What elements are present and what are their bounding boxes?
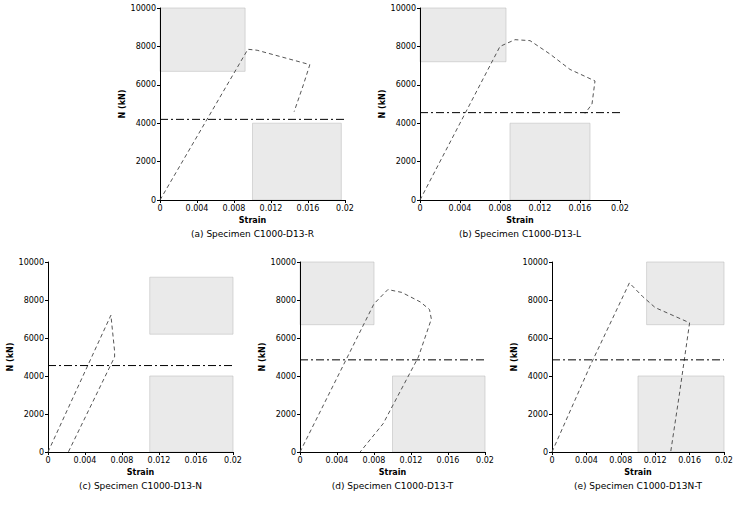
svg-text:0.02: 0.02 — [336, 204, 354, 213]
svg-text:8000: 8000 — [136, 42, 156, 51]
svg-text:0.02: 0.02 — [476, 456, 494, 465]
svg-text:0: 0 — [411, 196, 416, 205]
svg-text:0.02: 0.02 — [224, 456, 242, 465]
svg-text:4000: 4000 — [24, 372, 44, 381]
svg-text:Strain: Strain — [379, 468, 407, 477]
svg-text:0.012: 0.012 — [148, 456, 171, 465]
svg-text:(a) Specimen C1000-D13-R: (a) Specimen C1000-D13-R — [191, 229, 314, 239]
svg-text:0: 0 — [291, 448, 296, 457]
svg-text:Strain: Strain — [624, 468, 652, 477]
svg-text:6000: 6000 — [528, 334, 548, 343]
svg-text:0.012: 0.012 — [400, 456, 423, 465]
svg-text:0.016: 0.016 — [185, 456, 208, 465]
svg-text:(e) Specimen C1000-D13N-T: (e) Specimen C1000-D13N-T — [574, 481, 703, 491]
svg-text:0.012: 0.012 — [644, 456, 667, 465]
svg-text:8000: 8000 — [24, 296, 44, 305]
svg-text:0: 0 — [45, 456, 50, 465]
svg-text:6000: 6000 — [136, 80, 156, 89]
svg-text:6000: 6000 — [276, 334, 296, 343]
svg-text:2000: 2000 — [276, 410, 296, 419]
svg-text:0.008: 0.008 — [489, 204, 512, 213]
svg-text:0.004: 0.004 — [326, 456, 349, 465]
svg-text:0: 0 — [543, 448, 548, 457]
svg-text:10000: 10000 — [391, 4, 416, 13]
svg-text:0.004: 0.004 — [186, 204, 209, 213]
svg-text:0: 0 — [39, 448, 44, 457]
svg-text:8000: 8000 — [396, 42, 416, 51]
svg-text:4000: 4000 — [396, 119, 416, 128]
svg-text:0: 0 — [157, 204, 162, 213]
svg-text:N (kN): N (kN) — [6, 343, 15, 372]
svg-text:0.02: 0.02 — [611, 204, 629, 213]
svg-text:(d) Specimen C1000-D13-T: (d) Specimen C1000-D13-T — [332, 481, 454, 491]
svg-text:Strain: Strain — [506, 216, 534, 225]
svg-text:10000: 10000 — [523, 258, 548, 267]
svg-text:(b) Specimen C1000-D13-L: (b) Specimen C1000-D13-L — [459, 229, 581, 239]
svg-text:0.004: 0.004 — [449, 204, 472, 213]
svg-text:0.012: 0.012 — [529, 204, 552, 213]
svg-text:10000: 10000 — [131, 4, 156, 13]
svg-text:10000: 10000 — [19, 258, 44, 267]
svg-text:4000: 4000 — [276, 372, 296, 381]
svg-text:0.016: 0.016 — [437, 456, 460, 465]
svg-text:0.016: 0.016 — [569, 204, 592, 213]
svg-text:0.02: 0.02 — [715, 456, 733, 465]
svg-text:4000: 4000 — [528, 372, 548, 381]
svg-text:0.004: 0.004 — [74, 456, 97, 465]
svg-text:2000: 2000 — [528, 410, 548, 419]
svg-text:0: 0 — [549, 456, 554, 465]
svg-text:0.004: 0.004 — [575, 456, 598, 465]
svg-text:6000: 6000 — [396, 80, 416, 89]
svg-text:Strain: Strain — [127, 468, 155, 477]
svg-text:2000: 2000 — [136, 157, 156, 166]
svg-text:0: 0 — [417, 204, 422, 213]
svg-text:0.008: 0.008 — [609, 456, 632, 465]
svg-text:0.016: 0.016 — [678, 456, 701, 465]
svg-text:0.016: 0.016 — [297, 204, 320, 213]
svg-text:0: 0 — [151, 196, 156, 205]
svg-text:2000: 2000 — [24, 410, 44, 419]
svg-text:6000: 6000 — [24, 334, 44, 343]
svg-text:(c) Specimen C1000-D13-N: (c) Specimen C1000-D13-N — [79, 481, 202, 491]
svg-text:10000: 10000 — [271, 258, 296, 267]
svg-text:N (kN): N (kN) — [118, 90, 127, 119]
svg-text:0.008: 0.008 — [111, 456, 134, 465]
svg-text:8000: 8000 — [528, 296, 548, 305]
svg-text:0.008: 0.008 — [363, 456, 386, 465]
svg-text:0: 0 — [297, 456, 302, 465]
svg-text:8000: 8000 — [276, 296, 296, 305]
svg-text:N (kN): N (kN) — [258, 343, 267, 372]
svg-text:0.008: 0.008 — [223, 204, 246, 213]
svg-text:N (kN): N (kN) — [510, 343, 519, 372]
svg-text:4000: 4000 — [136, 119, 156, 128]
svg-text:0.012: 0.012 — [260, 204, 283, 213]
svg-text:2000: 2000 — [396, 157, 416, 166]
svg-text:Strain: Strain — [239, 216, 267, 225]
svg-text:N (kN): N (kN) — [378, 90, 387, 119]
